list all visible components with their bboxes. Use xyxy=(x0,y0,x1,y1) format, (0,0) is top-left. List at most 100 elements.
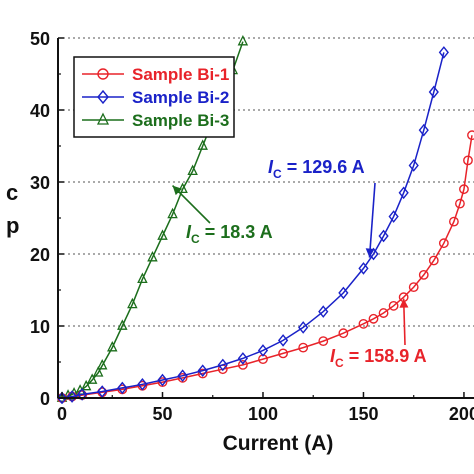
x-tick-label: 200 xyxy=(449,404,474,424)
data-point xyxy=(92,366,104,377)
series-layer xyxy=(56,34,474,404)
data-point xyxy=(358,318,369,329)
tick-labels: 0 50 100 150 200 0 10 20 30 40 50 xyxy=(30,29,474,424)
data-point xyxy=(318,305,329,318)
data-point xyxy=(197,364,208,377)
annotation: IC = 18.3 A xyxy=(171,185,273,246)
data-point xyxy=(137,272,148,284)
data-point xyxy=(257,344,269,357)
annotation-label: IC = 129.6 A xyxy=(268,157,365,181)
y-tick-label: 10 xyxy=(30,317,50,337)
annotation-value: = 18.3 A xyxy=(200,222,273,242)
legend-label: Sample Bi-1 xyxy=(132,65,229,84)
data-point xyxy=(467,130,474,141)
series-line xyxy=(61,52,445,399)
data-point xyxy=(177,182,188,194)
data-point xyxy=(408,159,419,172)
data-point xyxy=(197,139,208,150)
data-point xyxy=(107,340,118,352)
data-point xyxy=(96,358,108,370)
data-point xyxy=(459,184,469,195)
data-point xyxy=(157,377,168,388)
legend-marker xyxy=(96,112,110,125)
annotation-value: = 129.6 A xyxy=(282,157,365,177)
y-axis-label-fragment: p xyxy=(6,213,19,238)
data-point xyxy=(177,369,188,382)
data-point xyxy=(358,262,369,275)
data-point xyxy=(338,286,349,300)
annotation-symbol: I xyxy=(268,157,274,177)
data-point xyxy=(187,164,198,176)
data-point xyxy=(237,34,249,46)
annotation-arrow xyxy=(368,182,376,258)
annotation-subscript: C xyxy=(273,167,282,181)
x-tick-label: 0 xyxy=(57,404,67,424)
legend: Sample Bi-1 Sample Bi-2 Sample Bi-3 xyxy=(73,56,235,138)
annotation: IC = 158.9 A xyxy=(330,298,427,370)
data-point xyxy=(463,155,473,166)
data-point xyxy=(217,358,228,372)
data-point xyxy=(56,391,68,404)
data-point xyxy=(177,372,188,383)
y-tick-label: 20 xyxy=(30,245,50,265)
annotation-subscript: C xyxy=(335,356,344,370)
y-tick-label: 40 xyxy=(30,101,50,121)
data-point xyxy=(97,385,108,398)
data-point xyxy=(157,229,168,240)
axes xyxy=(57,37,474,399)
data-point xyxy=(398,186,409,200)
data-point xyxy=(378,308,389,318)
annotation-arrowhead xyxy=(365,248,375,258)
data-point xyxy=(438,238,449,249)
data-point xyxy=(147,250,158,262)
x-tick-label: 150 xyxy=(348,404,378,424)
data-point xyxy=(455,198,465,209)
x-tick-label: 50 xyxy=(152,404,172,424)
data-point xyxy=(388,300,399,311)
annotation-arrowhead xyxy=(172,185,183,196)
data-point xyxy=(167,207,178,219)
legend-marker xyxy=(97,89,109,105)
annotation-label: IC = 18.3 A xyxy=(186,222,273,246)
y-tick-label: 30 xyxy=(30,173,50,193)
annotation-subscript: C xyxy=(191,232,200,246)
data-point xyxy=(418,123,429,137)
data-point xyxy=(428,255,439,266)
data-point xyxy=(86,373,98,384)
legend-label: Sample Bi-3 xyxy=(132,111,229,130)
data-point xyxy=(237,359,248,370)
data-point xyxy=(438,46,449,59)
data-point xyxy=(66,390,78,403)
annotation-value: = 158.9 A xyxy=(344,346,427,366)
data-point xyxy=(278,348,288,359)
data-point xyxy=(298,342,309,353)
data-point xyxy=(80,379,92,391)
data-point xyxy=(277,334,289,347)
annotation-arrowhead xyxy=(399,298,409,308)
y-tick-label: 0 xyxy=(40,389,50,409)
data-point xyxy=(298,321,309,334)
data-point xyxy=(237,352,248,365)
data-point xyxy=(157,373,168,387)
y-tick-label: 50 xyxy=(30,29,50,49)
annotation-label: IC = 158.9 A xyxy=(330,346,427,370)
data-point xyxy=(428,85,439,99)
annotation-symbol: I xyxy=(186,222,192,242)
y-axis-label-fragment: c xyxy=(6,180,18,205)
data-point xyxy=(127,297,138,309)
data-point xyxy=(117,319,128,330)
x-tick-label: 100 xyxy=(248,404,278,424)
data-point xyxy=(418,269,429,280)
annotations: IC = 129.6 AIC = 18.3 AIC = 158.9 A xyxy=(171,157,427,370)
data-point xyxy=(197,368,208,379)
data-point xyxy=(318,336,329,347)
data-point xyxy=(408,282,419,293)
data-point xyxy=(137,378,148,391)
data-point xyxy=(117,381,128,395)
data-point xyxy=(388,210,399,223)
x-axis-label: Current (A) xyxy=(223,432,334,455)
legend-marker xyxy=(97,68,109,80)
data-point xyxy=(368,313,379,324)
data-point xyxy=(449,216,459,227)
